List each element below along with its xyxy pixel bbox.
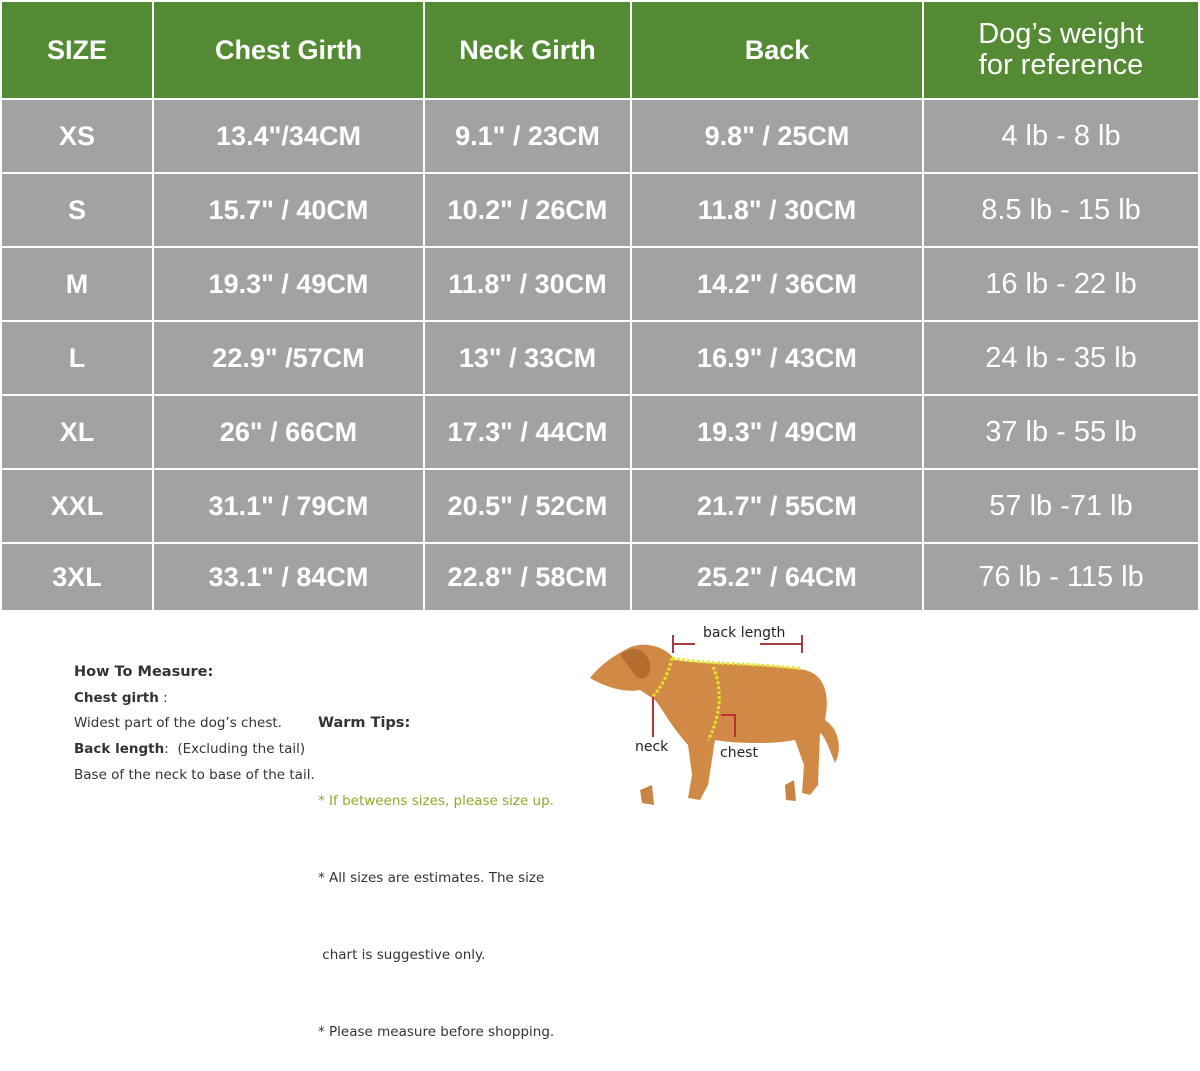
cell-neck-girth: 9.1" / 23CM xyxy=(423,98,632,174)
cell-size: XXL xyxy=(0,468,154,544)
cell-back: 21.7" / 55CM xyxy=(630,468,924,544)
cell-back: 19.3" / 49CM xyxy=(630,394,924,470)
cell-back: 14.2" / 36CM xyxy=(630,246,924,322)
cell-back: 25.2" / 64CM xyxy=(630,542,924,612)
cell-chest-girth: 15.7" / 40CM xyxy=(152,172,425,248)
back-length-bracket xyxy=(672,635,803,653)
cell-size: XS xyxy=(0,98,154,174)
header-back: Back xyxy=(630,0,924,100)
cell-back: 9.8" / 25CM xyxy=(630,98,924,174)
back-length-desc: Base of the neck to base of the tail. xyxy=(74,766,315,783)
cell-neck-girth: 10.2" / 26CM xyxy=(423,172,632,248)
cell-weight: 8.5 lb - 15 lb xyxy=(922,172,1200,248)
cell-chest-girth: 31.1" / 79CM xyxy=(152,468,425,544)
how-to-measure: How To Measure: Chest girth : Widest par… xyxy=(74,660,315,789)
table-row: S 15.7" / 40CM 10.2" / 26CM 11.8" / 30CM 8.5… xyxy=(0,172,1200,248)
cell-weight: 16 lb - 22 lb xyxy=(922,246,1200,322)
cell-size: 3XL xyxy=(0,542,154,612)
header-neck-girth: Neck Girth xyxy=(423,0,632,100)
cell-weight: 24 lb - 35 lb xyxy=(922,320,1200,396)
colon: : xyxy=(158,689,168,706)
header-size: SIZE xyxy=(0,0,154,100)
cell-weight: 76 lb - 115 lb xyxy=(922,542,1200,612)
tip-3: chart is suggestive only. xyxy=(318,946,486,963)
cell-size: L xyxy=(0,320,154,396)
cell-neck-girth: 11.8" / 30CM xyxy=(423,246,632,322)
table-row: XXL 31.1" / 79CM 20.5" / 52CM 21.7" / 55CM 5… xyxy=(0,468,1200,544)
pointer-lines xyxy=(652,697,736,737)
dog-measurement-diagram: back length neck chest xyxy=(590,625,839,805)
cell-back: 11.8" / 30CM xyxy=(630,172,924,248)
chest-girth-line: Chest girth : xyxy=(74,686,315,712)
header-weight: Dog’s weight for reference xyxy=(922,0,1200,100)
cell-neck-girth: 20.5" / 52CM xyxy=(423,468,632,544)
table-row: XL 26" / 66CM 17.3" / 44CM 19.3" / 49CM 37 l… xyxy=(0,394,1200,470)
cell-chest-girth: 13.4"/34CM xyxy=(152,98,425,174)
chest-girth-desc: Widest part of the dog’s chest. xyxy=(74,715,282,732)
header-chest-girth: Chest Girth xyxy=(152,0,425,100)
chest-measure-line xyxy=(706,666,721,741)
table-row: 3XL 33.1" / 84CM 22.8" / 58CM 25.2" / 64CM 7… xyxy=(0,542,1200,612)
table-row: L 22.9" /57CM 13" / 33CM 16.9" / 43CM 24 lb … xyxy=(0,320,1200,396)
warm-tips: Warm Tips: * If betweens sizes, please s… xyxy=(318,660,554,1071)
cell-size: XL xyxy=(0,394,154,470)
back-length-text: back length xyxy=(703,625,785,641)
table-row: M 19.3" / 49CM 11.8" / 30CM 14.2" / 36CM 16 … xyxy=(0,246,1200,322)
header-row: SIZE Chest Girth Neck Girth Back Dog’s w… xyxy=(0,0,1200,100)
table-row: XS 13.4"/34CM 9.1" / 23CM 9.8" / 25CM 4 lb -… xyxy=(0,98,1200,174)
cell-chest-girth: 22.9" /57CM xyxy=(152,320,425,396)
cell-size: M xyxy=(0,246,154,322)
neck-text: neck xyxy=(635,739,669,755)
back-length-note: : (Excluding the tail) xyxy=(164,741,306,758)
size-chart-table: SIZE Chest Girth Neck Girth Back Dog’s w… xyxy=(0,0,1200,612)
cell-weight: 4 lb - 8 lb xyxy=(922,98,1200,174)
cell-neck-girth: 22.8" / 58CM xyxy=(423,542,632,612)
cell-size: S xyxy=(0,172,154,248)
cell-chest-girth: 19.3" / 49CM xyxy=(152,246,425,322)
cell-back: 16.9" / 43CM xyxy=(630,320,924,396)
chest-girth-label: Chest girth xyxy=(74,689,159,706)
back-length-label: Back length xyxy=(74,741,165,758)
tip-2: * All sizes are estimates. The size xyxy=(318,869,545,886)
tips-title: Warm Tips: xyxy=(318,715,411,732)
chest-text: chest xyxy=(720,745,758,761)
cell-chest-girth: 33.1" / 84CM xyxy=(152,542,425,612)
tip-4: * Please measure before shopping. xyxy=(318,1023,555,1040)
cell-chest-girth: 26" / 66CM xyxy=(152,394,425,470)
back-length-line: Back length: (Excluding the tail) xyxy=(74,737,315,763)
cell-neck-girth: 17.3" / 44CM xyxy=(423,394,632,470)
neck-measure-line xyxy=(650,657,674,699)
cell-neck-girth: 13" / 33CM xyxy=(423,320,632,396)
cell-weight: 57 lb -71 lb xyxy=(922,468,1200,544)
tip-1: * If betweens sizes, please size up. xyxy=(318,792,554,809)
cell-weight: 37 lb - 55 lb xyxy=(922,394,1200,470)
back-measure-line xyxy=(671,656,803,671)
measure-title: How To Measure: xyxy=(74,664,214,680)
